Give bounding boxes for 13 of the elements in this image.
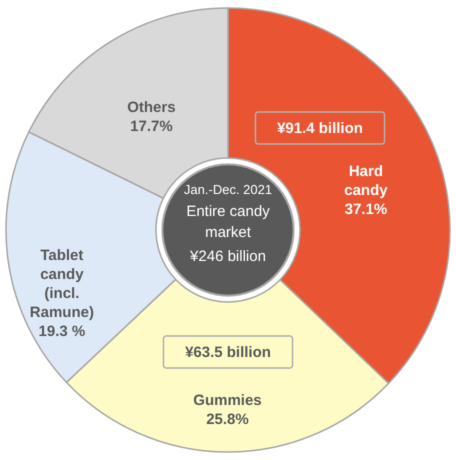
data-label: 19.3 % xyxy=(38,323,86,340)
slice-label: Tablet candy (incl. Ramune) xyxy=(30,247,94,321)
slice-label: Others xyxy=(127,98,176,116)
text: ¥91.4 billion xyxy=(277,120,363,137)
slice-label: Gummies xyxy=(193,392,262,409)
data-label: 25.8% xyxy=(206,411,249,428)
text: Jan.-Dec. 2021 xyxy=(184,182,272,197)
text: ¥63.5 billion xyxy=(185,344,271,361)
text: ¥246 billion xyxy=(189,248,266,265)
data-label: 37.1% xyxy=(344,201,388,218)
data-label: 17.7% xyxy=(130,118,173,135)
slice-label: Hard candy xyxy=(344,163,388,200)
text: Entire candy market xyxy=(186,203,270,241)
